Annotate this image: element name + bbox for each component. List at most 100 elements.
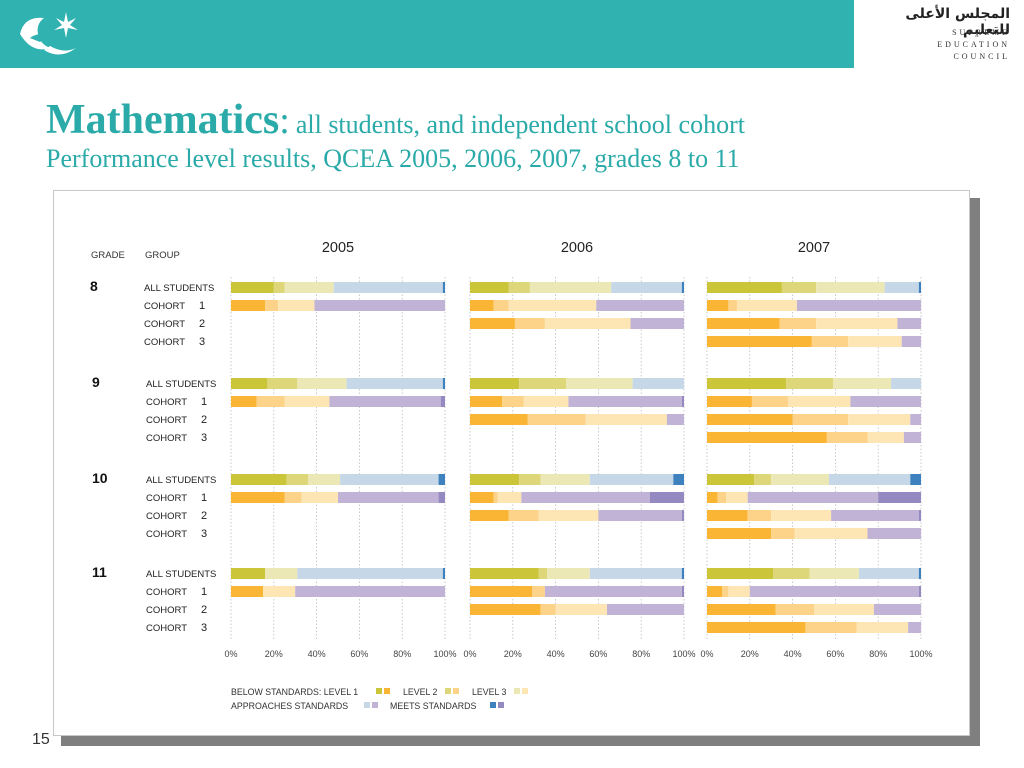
group-label: ALL STUDENTS bbox=[144, 283, 214, 294]
bar-segment bbox=[816, 318, 898, 329]
bar-segment bbox=[470, 414, 528, 425]
x-tick-label: 100% bbox=[909, 649, 932, 659]
bar-segment bbox=[788, 396, 851, 407]
bar-segment bbox=[736, 300, 797, 311]
bar-segment bbox=[508, 510, 539, 521]
year-header: 2007 bbox=[798, 240, 830, 256]
cohort-number: 1 bbox=[201, 396, 207, 408]
bar-segment bbox=[442, 378, 445, 389]
bar-segment bbox=[747, 492, 879, 503]
bar-segment bbox=[873, 604, 921, 615]
x-tick-label: 100% bbox=[672, 649, 695, 659]
bar-segment bbox=[544, 318, 631, 329]
x-tick-label: 40% bbox=[308, 649, 326, 659]
group-label: COHORT bbox=[146, 397, 187, 408]
bar-segment bbox=[519, 474, 541, 485]
bar-segment bbox=[265, 300, 279, 311]
bar-segment bbox=[681, 396, 684, 407]
group-column-header: GROUP bbox=[145, 250, 180, 261]
bar-segment bbox=[833, 378, 892, 389]
bar-segment bbox=[707, 528, 772, 539]
bar-segment bbox=[568, 396, 682, 407]
bar-segment bbox=[786, 378, 834, 389]
bar-segment bbox=[747, 510, 772, 521]
bar-segment bbox=[707, 568, 774, 579]
bar-segment bbox=[649, 492, 684, 503]
bar-segment bbox=[707, 414, 793, 425]
legend-swatch bbox=[445, 688, 451, 694]
bar-segment bbox=[775, 604, 814, 615]
x-tick-label: 20% bbox=[741, 649, 759, 659]
legend-swatch bbox=[376, 688, 382, 694]
bar-segment bbox=[585, 414, 667, 425]
bar-segment bbox=[707, 282, 782, 293]
bar-segment bbox=[470, 396, 503, 407]
title-subtitle: all students, and independent school coh… bbox=[295, 110, 745, 139]
bar-segment bbox=[707, 300, 729, 311]
bar-segment bbox=[470, 510, 509, 521]
title-main: Mathematics bbox=[46, 97, 280, 143]
bar-segment bbox=[611, 282, 682, 293]
bar-segment bbox=[771, 474, 829, 485]
bar-segment bbox=[284, 396, 330, 407]
bar-segment bbox=[707, 604, 776, 615]
header-bar: المجلس الأعلى للتعليم SUPREME EDUCATION … bbox=[0, 0, 1024, 68]
group-label: COHORT bbox=[146, 587, 187, 598]
chart-frame: GRADE GROUP 2005 2006 2007 0% 20% 40% 60% 80% 100%… bbox=[53, 190, 970, 736]
bar-segment bbox=[867, 528, 921, 539]
bar-segment bbox=[850, 396, 921, 407]
bar-segment bbox=[666, 414, 684, 425]
grade-column-header: GRADE bbox=[91, 250, 125, 261]
legend-swatch bbox=[453, 688, 459, 694]
bar-segment bbox=[878, 492, 921, 503]
x-tick-label: 40% bbox=[784, 649, 802, 659]
bar-segment bbox=[754, 474, 772, 485]
x-tick-label: 80% bbox=[869, 649, 887, 659]
bar-segment bbox=[527, 414, 586, 425]
legend-label-meets: MEETS STANDARDS bbox=[390, 701, 476, 711]
year-header: 2006 bbox=[561, 240, 593, 256]
bar-segment bbox=[338, 492, 439, 503]
bar-segment bbox=[333, 282, 443, 293]
bar-segment bbox=[794, 528, 868, 539]
bar-segment bbox=[598, 510, 682, 521]
bar-segment bbox=[811, 336, 849, 347]
group-label: COHORT bbox=[146, 529, 187, 540]
bar-segment bbox=[231, 568, 266, 579]
bar-segment bbox=[267, 378, 298, 389]
bar-segment bbox=[910, 414, 921, 425]
legend-swatch bbox=[522, 688, 528, 694]
bar-segment bbox=[438, 492, 445, 503]
council-logo: المجلس الأعلى للتعليم SUPREME EDUCATION … bbox=[854, 0, 1024, 68]
bar-segment bbox=[901, 336, 921, 347]
bar-segment bbox=[792, 414, 849, 425]
council-name-line3: COUNCIL bbox=[953, 52, 1010, 61]
group-label: COHORT bbox=[146, 623, 187, 634]
bar-segment bbox=[831, 510, 919, 521]
bar-segment bbox=[508, 282, 530, 293]
bar-segment bbox=[438, 474, 445, 485]
bar-segment bbox=[856, 622, 909, 633]
bar-segment bbox=[681, 568, 684, 579]
bar-segment bbox=[519, 378, 567, 389]
bar-segment bbox=[493, 300, 509, 311]
cohort-number: 2 bbox=[199, 318, 205, 330]
title-colon: : bbox=[279, 100, 290, 142]
x-tick-label: 40% bbox=[547, 649, 565, 659]
bar-segment bbox=[231, 396, 257, 407]
bar-segment bbox=[329, 396, 441, 407]
bar-segment bbox=[286, 474, 309, 485]
bar-segment bbox=[796, 300, 921, 311]
bar-segment bbox=[508, 300, 597, 311]
council-name-line2: EDUCATION bbox=[937, 40, 1010, 49]
bar-segment bbox=[728, 300, 737, 311]
bar-segment bbox=[707, 474, 755, 485]
bar-segment bbox=[532, 586, 545, 597]
grade-label: 9 bbox=[92, 374, 100, 390]
bar-segment bbox=[589, 568, 682, 579]
year-header: 2005 bbox=[322, 240, 354, 256]
legend-label-level1: BELOW STANDARDS: LEVEL 1 bbox=[231, 687, 358, 697]
bar-segment bbox=[295, 586, 445, 597]
slide-title: Mathematics: all students, and independen… bbox=[46, 96, 745, 144]
